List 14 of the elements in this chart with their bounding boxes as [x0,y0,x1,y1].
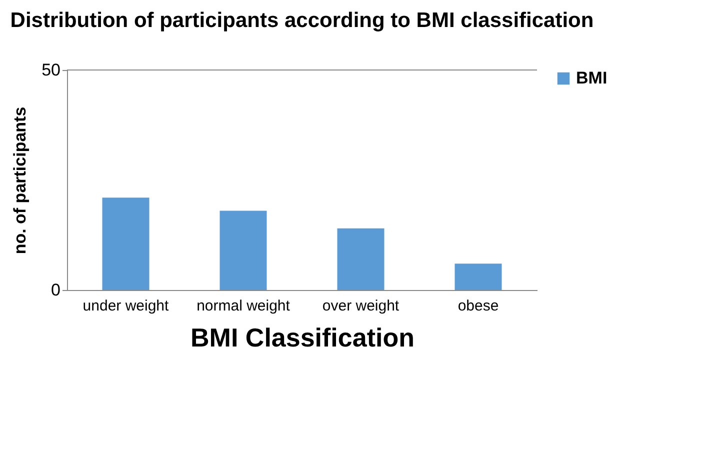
x-tick-label: normal weight [196,298,291,314]
bar [220,210,267,290]
legend-label: BMI [576,68,608,88]
y-axis-title: no. of participants [10,106,30,254]
bar [102,198,150,290]
x-axis-title: BMI Classification [190,322,414,352]
x-tick-label: obese [458,298,499,314]
x-tick-label: under weight [82,298,170,314]
y-tick-label: 50 [42,60,60,80]
x-tick-label: over weight [322,298,400,314]
bar [454,264,502,290]
chart-title: Distribution of participants according to BMI classification [10,9,594,32]
bar [337,228,384,290]
y-tick-label: 0 [51,280,60,300]
